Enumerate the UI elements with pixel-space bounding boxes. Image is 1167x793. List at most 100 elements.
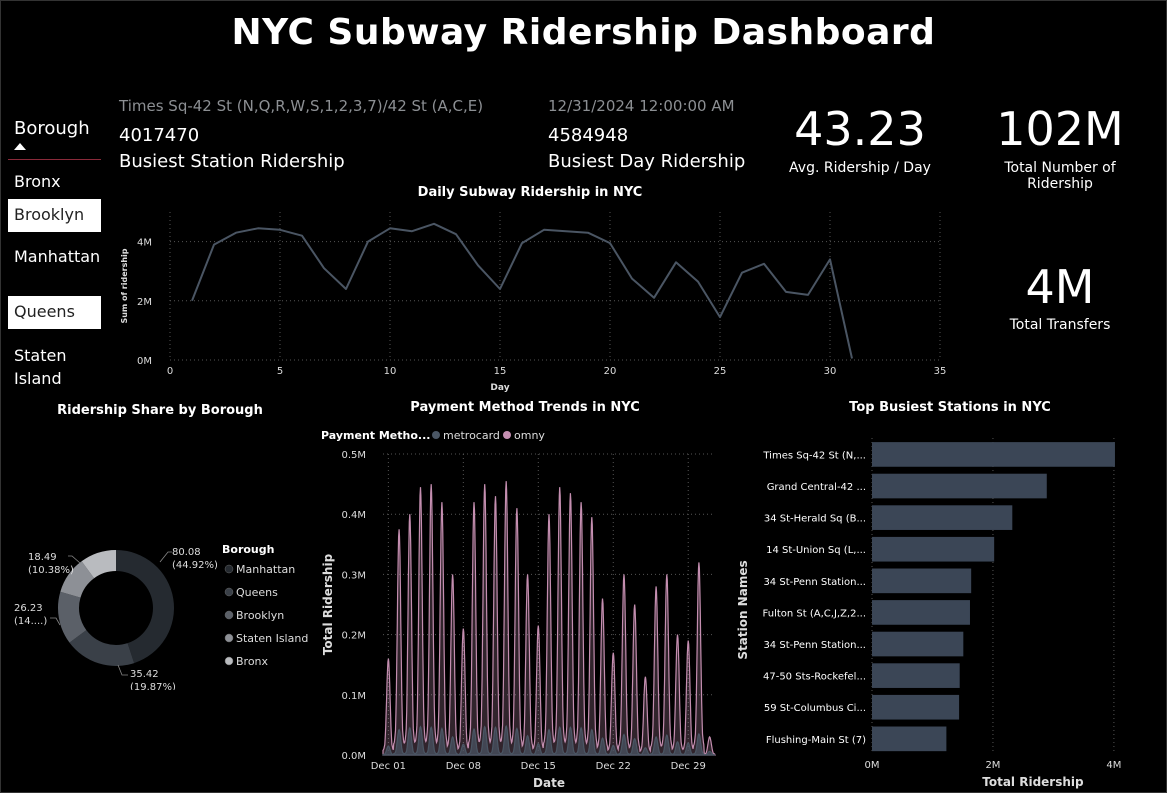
legend-label: metrocard xyxy=(443,429,500,442)
total-ridership-label: Total Number of Ridership xyxy=(1004,160,1116,192)
station-bar xyxy=(872,631,964,657)
x-tick-label: 0 xyxy=(167,366,173,377)
top-stations-bar-chart[interactable]: 0M 2M 4M Total Ridership Station Names Times … xyxy=(730,422,1150,790)
station-bar xyxy=(872,663,960,688)
x-tick-label: Dec 08 xyxy=(446,761,481,772)
data-label: 80.08 (44.92%) xyxy=(172,547,218,571)
sort-arrow-icon[interactable] xyxy=(14,143,26,150)
daily-ridership-line-chart[interactable]: 0M 2M 4M 0 5 10 15 20 25 30 35 Day Sum of ridership xyxy=(110,200,960,395)
donut-slice-manhattan xyxy=(116,550,175,664)
legend-marker xyxy=(224,633,234,643)
legend-label: Bronx xyxy=(236,655,269,668)
avg-ridership-value: 43.23 xyxy=(794,102,926,156)
legend-label: Brooklyn xyxy=(236,609,284,622)
slicer-item-bronx[interactable]: Bronx xyxy=(14,172,61,191)
station-label: 47-50 Sts-Rockefel... xyxy=(763,672,866,683)
busiest-station-label: Busiest Station Ridership xyxy=(119,151,345,172)
legend-label: Staten Island xyxy=(236,632,308,645)
station-bar xyxy=(872,694,960,720)
borough-donut-chart[interactable]: 80.08 (44.92%) 35.42 (19.87%) 26.23 (14....) 1… xyxy=(0,525,320,690)
y-tick-label: 4M xyxy=(137,238,152,249)
legend-title: Borough xyxy=(222,543,274,556)
x-tick-label: 0M xyxy=(865,760,880,771)
donut-slice-queens xyxy=(69,630,135,666)
total-transfers-label: Total Transfers xyxy=(1009,317,1111,333)
x-tick-label: 4M xyxy=(1106,760,1121,771)
station-label: Flushing-Main St (7) xyxy=(766,735,866,746)
station-bar xyxy=(872,726,947,752)
busiest-station-name: Times Sq-42 St (N,Q,R,W,S,1,2,3,7)/42 St… xyxy=(119,97,484,115)
x-axis-label: Total Ridership xyxy=(982,775,1084,789)
area-chart-title: Payment Method Trends in NYC xyxy=(410,400,640,415)
legend-marker xyxy=(224,587,234,597)
donut-slice-brooklyn xyxy=(57,591,87,643)
y-tick-label: 0.4M xyxy=(341,510,366,521)
station-label: Fulton St (A,C,J,Z,2... xyxy=(763,608,866,619)
station-label: 34 St-Penn Station... xyxy=(763,577,866,588)
donut-slice-staten-island xyxy=(60,561,95,598)
y-tick-label: 0.3M xyxy=(341,570,366,581)
ridership-series-line xyxy=(191,222,853,359)
x-tick-label: 2M xyxy=(985,760,1000,771)
station-bar xyxy=(872,442,1115,467)
payment-method-area-chart[interactable]: Payment Metho... metrocard omny 0.0M 0.1M 0.2… xyxy=(315,422,735,790)
x-tick-label: 10 xyxy=(384,366,397,377)
legend-marker xyxy=(224,564,234,574)
slicer-header: Borough xyxy=(14,118,90,139)
avg-ridership-label: Avg. Ridership / Day xyxy=(789,160,931,176)
y-tick-label: 0.1M xyxy=(341,691,366,702)
data-label: 26.23 (14....) xyxy=(14,603,47,627)
x-axis-label: Date xyxy=(533,776,565,790)
legend-label: omny xyxy=(514,429,545,442)
donut-slice-bronx xyxy=(81,550,116,579)
leader-line xyxy=(50,617,61,626)
x-tick-label: Dec 01 xyxy=(371,761,406,772)
total-ridership-value: 102M xyxy=(996,102,1124,156)
x-tick-label: 25 xyxy=(714,366,727,377)
station-label: 59 St-Columbus Ci... xyxy=(764,703,866,714)
leader-line xyxy=(117,664,128,676)
bar-chart-title: Top Busiest Stations in NYC xyxy=(849,400,1051,415)
slicer-item-brooklyn[interactable]: Brooklyn xyxy=(8,199,101,232)
slicer-item-queens[interactable]: Queens xyxy=(8,296,101,329)
station-label: Grand Central-42 ... xyxy=(767,482,866,493)
busiest-day-value: 4584948 xyxy=(548,125,629,146)
x-tick-label: Dec 15 xyxy=(521,761,556,772)
y-tick-label: 0.0M xyxy=(341,751,366,762)
legend-marker xyxy=(224,656,234,666)
y-tick-label: 0M xyxy=(137,356,152,367)
slicer-item-staten-island[interactable]: Staten Island xyxy=(14,346,67,388)
station-label: 14 St-Union Sq (L,... xyxy=(766,545,866,556)
x-tick-label: Dec 22 xyxy=(596,761,631,772)
station-bar xyxy=(872,505,1013,530)
station-bar xyxy=(872,536,995,562)
x-tick-label: 30 xyxy=(824,366,837,377)
leader-line xyxy=(159,551,172,563)
x-tick-label: 35 xyxy=(934,366,947,377)
omny-series-area xyxy=(382,481,716,756)
dashboard-title: NYC Subway Ridership Dashboard xyxy=(231,12,936,53)
station-bar xyxy=(872,568,972,594)
legend-label: Manhattan xyxy=(236,563,295,576)
x-axis-label: Day xyxy=(490,383,509,393)
station-label: 34 St-Penn Station... xyxy=(763,640,866,651)
legend-label: Queens xyxy=(236,586,278,599)
slicer-item-manhattan[interactable]: Manhattan xyxy=(14,247,101,266)
y-tick-label: 0.5M xyxy=(341,450,366,461)
data-label: 35.42 (19.87%) xyxy=(130,669,176,690)
y-axis-label: Total Ridership xyxy=(321,553,335,655)
busiest-station-value: 4017470 xyxy=(119,125,200,146)
y-axis-label: Station Names xyxy=(736,560,750,659)
y-tick-label: 0.2M xyxy=(341,631,366,642)
x-tick-label: 20 xyxy=(604,366,617,377)
station-bar xyxy=(872,473,1047,499)
metrocard-series-area xyxy=(382,724,716,756)
station-label: 34 St-Herald Sq (B... xyxy=(764,514,866,525)
y-tick-label: 2M xyxy=(137,297,152,308)
station-bar xyxy=(872,600,970,625)
slicer-divider xyxy=(8,159,101,160)
legend-marker xyxy=(432,431,440,439)
legend-title: Payment Metho... xyxy=(321,429,430,442)
legend-marker xyxy=(503,431,511,439)
station-label: Times Sq-42 St (N,... xyxy=(762,450,866,461)
